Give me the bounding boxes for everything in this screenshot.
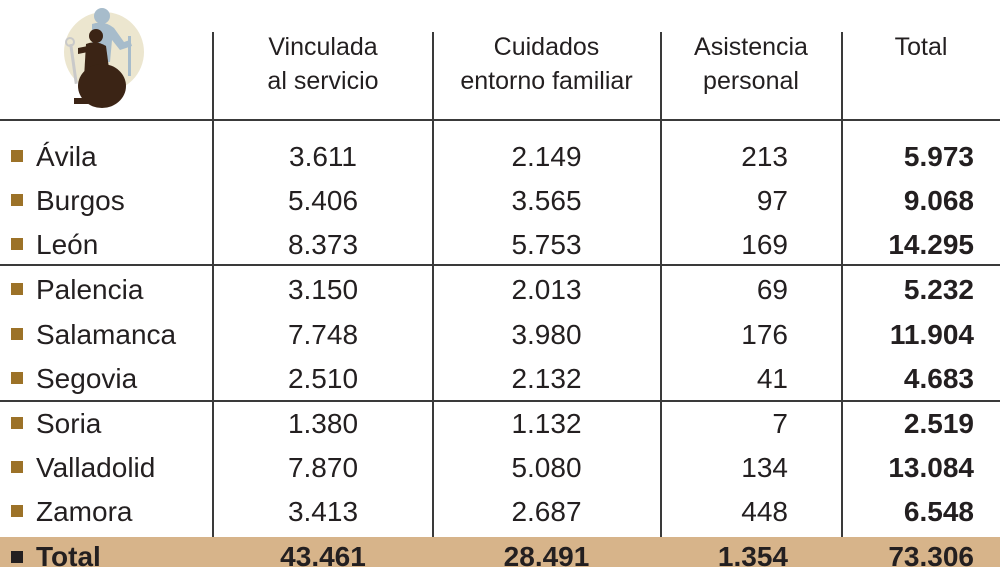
cell-vinculada: 2.510 [287,363,359,394]
province-name: Palencia [36,274,144,305]
total-label: Total [36,541,101,567]
province-name: Burgos [36,185,125,216]
cell-total: 13.084 [888,452,974,483]
cell-cuidados: 2.132 [511,363,582,394]
header-line: Asistencia [694,33,808,61]
table-row: Salamanca 7.748 3.980 176 11.904 [0,313,1000,357]
province-name: Zamora [36,496,133,527]
header-line: entorno familiar [460,67,633,95]
cell-asistencia: 169 [741,229,788,260]
row-bullet [11,238,23,250]
column-divider [841,32,843,567]
cell-vinculada: 3.413 [287,496,359,527]
header-line: al servicio [267,67,379,95]
cell-total: 5.232 [903,274,974,305]
table-row: Palencia 3.150 2.013 69 5.232 [0,268,1000,312]
cell-vinculada: 1.380 [287,408,359,439]
cell-asistencia: 213 [741,141,788,172]
cell-cuidados: 2.687 [511,496,582,527]
header-total: Total [842,30,1000,64]
group-divider [0,400,1000,402]
cell-asistencia: 69 [756,274,788,305]
row-bullet [11,551,23,563]
row-bullet [11,417,23,429]
header-cuidados: Cuidados entorno familiar [433,30,660,98]
cell-asistencia: 7 [772,408,788,439]
cell-vinculada: 5.406 [287,185,359,216]
table-row: Burgos 5.406 3.565 97 9.068 [0,179,1000,223]
table-row: Segovia 2.510 2.132 41 4.683 [0,357,1000,401]
cell-cuidados: 5.080 [511,452,582,483]
province-name: Salamanca [36,319,177,350]
province-name: León [36,229,99,260]
cell-vinculada: 7.870 [287,452,359,483]
cell-cuidados: 2.149 [511,141,582,172]
total-asistencia: 1.354 [717,541,788,567]
person-with-cane-wheelchair-icon [64,8,144,108]
cell-total: 2.519 [903,408,974,439]
row-bullet [11,461,23,473]
column-divider [660,32,662,567]
cell-cuidados: 3.565 [511,185,582,216]
table-row: Zamora 3.413 2.687 448 6.548 [0,490,1000,534]
province-name: Soria [36,408,102,439]
group-divider [0,264,1000,266]
total-total: 73.306 [888,541,974,567]
cell-asistencia: 448 [741,496,788,527]
header-vinculada: Vinculada al servicio [214,30,432,98]
cell-vinculada: 3.611 [289,141,357,172]
header-line: Vinculada [268,33,378,61]
cell-asistencia: 176 [741,319,788,350]
total-cuidados: 28.491 [503,541,590,567]
cell-total: 14.295 [888,229,974,260]
cell-cuidados: 1.132 [511,408,582,439]
table-row: Valladolid 7.870 5.080 134 13.084 [0,446,1000,490]
cell-total: 6.548 [903,496,974,527]
cell-vinculada: 3.150 [287,274,359,305]
cell-total: 4.683 [903,363,974,394]
province-name: Segovia [36,363,138,394]
total-row: Total 43.461 28.491 1.354 73.306 [0,537,1000,567]
row-bullet [11,372,23,384]
cell-cuidados: 3.980 [511,319,582,350]
row-bullet [11,150,23,162]
row-bullet [11,194,23,206]
total-vinculada: 43.461 [280,541,366,567]
header-line: personal [703,67,799,95]
header-line: Total [894,33,948,61]
row-bullet [11,505,23,517]
row-bullet [11,283,23,295]
cell-vinculada: 7.748 [287,319,359,350]
table-row: Soria 1.380 1.132 7 2.519 [0,402,1000,446]
cell-asistencia: 41 [756,363,788,394]
cell-vinculada: 8.373 [287,229,359,260]
cell-cuidados: 2.013 [511,274,582,305]
cell-asistencia: 97 [756,185,788,216]
table-row: Ávila 3.611 2.149 213 5.973 [0,135,1000,179]
column-divider [212,32,214,567]
header-asistencia: Asistencia personal [661,30,841,98]
row-bullet [11,328,23,340]
table-row: León 8.373 5.753 169 14.295 [0,223,1000,267]
cell-asistencia: 134 [741,452,788,483]
province-name: Ávila [36,141,97,172]
cell-total: 5.973 [903,141,974,172]
province-name: Valladolid [36,452,156,483]
header-divider [0,119,1000,121]
column-divider [432,32,434,567]
cell-cuidados: 5.753 [511,229,582,260]
cell-total: 9.068 [903,185,974,216]
header-line: Cuidados [493,33,600,61]
cell-total: 11.904 [889,319,974,350]
